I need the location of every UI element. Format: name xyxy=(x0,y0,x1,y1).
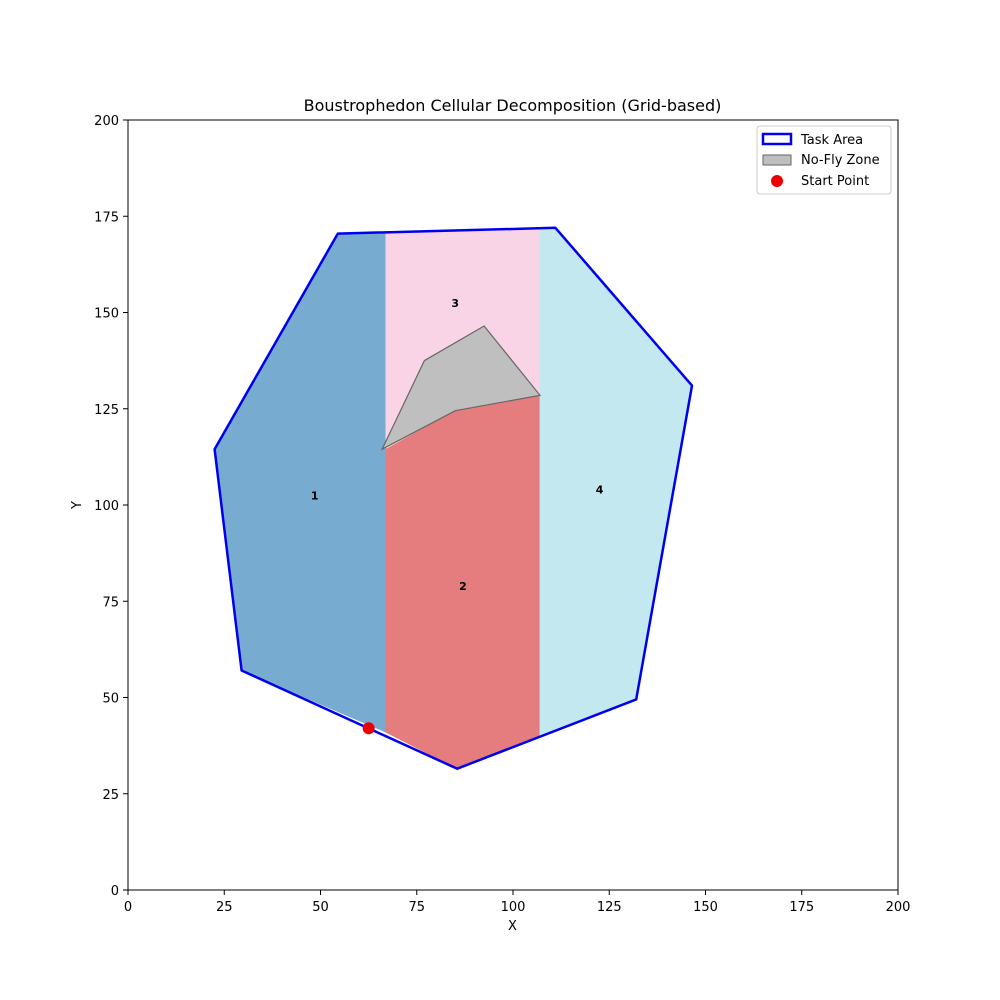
y-axis-label: Y xyxy=(70,501,85,510)
x-tick-label: 50 xyxy=(312,900,329,915)
legend-start-point-label: Start Point xyxy=(801,174,869,189)
x-tick-label: 125 xyxy=(597,900,622,915)
legend-no-fly-zone-label: No-Fly Zone xyxy=(801,153,880,168)
cell-4-label: 4 xyxy=(596,484,604,497)
cell-2-label: 2 xyxy=(459,580,467,593)
no-fly-zone-polygon xyxy=(380,325,542,451)
legend-start-point-marker xyxy=(771,175,783,187)
x-axis: 0 25 50 75 100 125 150 175 200 xyxy=(124,890,911,915)
x-tick-label: 100 xyxy=(501,900,526,915)
x-tick-label: 200 xyxy=(886,900,911,915)
x-axis-label: X xyxy=(508,919,517,934)
y-tick-label: 150 xyxy=(94,307,119,322)
chart-title: Boustrophedon Cellular Decomposition (Gr… xyxy=(304,96,722,115)
legend-no-fly-zone-swatch xyxy=(762,154,792,166)
y-tick-label: 25 xyxy=(102,788,119,803)
y-axis: 0 25 50 75 100 125 150 175 200 xyxy=(94,114,128,899)
plot-area: 1 2 3 4 xyxy=(213,226,694,770)
y-tick-label: 75 xyxy=(102,595,119,610)
y-tick-label: 175 xyxy=(94,210,119,225)
x-tick-label: 75 xyxy=(408,900,425,915)
x-tick-label: 175 xyxy=(789,900,814,915)
legend-task-area-label: Task Area xyxy=(800,133,863,148)
y-tick-label: 0 xyxy=(111,884,119,899)
start-point-marker xyxy=(362,722,375,735)
legend: Task Area No-Fly Zone Start Point xyxy=(756,125,892,195)
y-tick-label: 100 xyxy=(94,499,119,514)
cell-3-label: 3 xyxy=(451,297,459,310)
x-tick-label: 25 xyxy=(216,900,233,915)
y-tick-label: 125 xyxy=(94,403,119,418)
x-tick-label: 0 xyxy=(124,900,132,915)
cell-1-label: 1 xyxy=(311,489,319,502)
task-area-boundary xyxy=(213,226,694,770)
legend-task-area-swatch xyxy=(761,132,793,146)
x-tick-label: 150 xyxy=(693,900,718,915)
y-tick-label: 200 xyxy=(94,114,119,129)
y-tick-label: 50 xyxy=(102,692,119,707)
